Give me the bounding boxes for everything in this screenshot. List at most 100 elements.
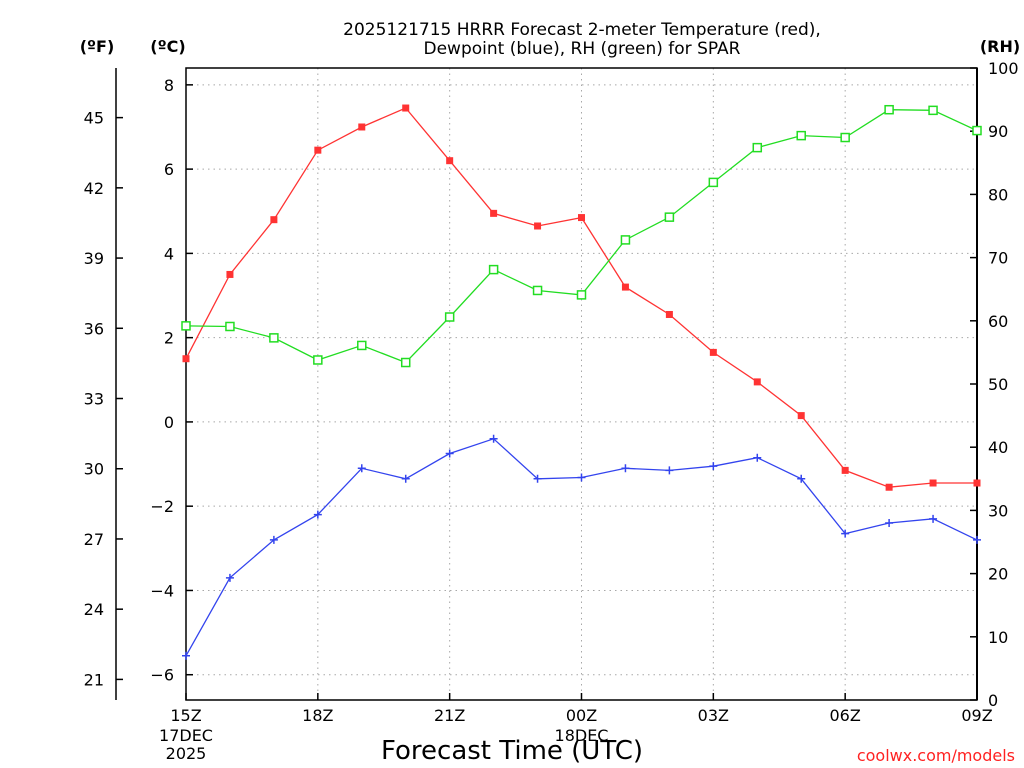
dewpoint-point <box>182 651 190 660</box>
relative-humidity-point <box>928 105 938 116</box>
dewpoint-point <box>709 462 718 471</box>
dewpoint-point <box>533 474 542 483</box>
dewpoint-point <box>445 449 454 458</box>
fahrenheit-tick-label: 39 <box>84 249 104 268</box>
rh-tick-label: 0 <box>988 691 998 710</box>
x-tick-date: 17DEC <box>159 726 213 745</box>
dewpoint-point <box>621 464 630 473</box>
dewpoint-point <box>489 434 498 443</box>
relative-humidity-point <box>400 357 411 368</box>
relative-humidity-point <box>840 132 850 143</box>
rh-tick-label: 10 <box>988 628 1008 647</box>
dewpoint-point <box>225 573 234 582</box>
x-tick-year: 2025 <box>166 744 207 763</box>
fahrenheit-tick-label: 36 <box>84 319 104 338</box>
fahrenheit-tick-label: 24 <box>84 600 104 619</box>
celsius-tick-label: −2 <box>150 497 174 516</box>
x-tick-label: 03Z <box>698 706 729 725</box>
x-tick-date: 18DEC <box>555 726 609 745</box>
relative-humidity-point <box>752 142 763 153</box>
2-meter-temperature-point <box>621 283 629 291</box>
relative-humidity-point <box>576 290 587 300</box>
relative-humidity-point <box>708 177 719 188</box>
dewpoint-point <box>269 535 278 544</box>
2-meter-temperature-point <box>578 214 585 222</box>
fahrenheit-tick-label: 33 <box>84 390 104 409</box>
2-meter-temperature-point <box>841 466 849 474</box>
relative-humidity-point <box>664 212 675 222</box>
rh-tick-label: 70 <box>988 249 1008 268</box>
dewpoint-point <box>357 464 366 473</box>
2-meter-temperature-point <box>402 104 410 112</box>
fahrenheit-tick-label: 27 <box>84 530 104 549</box>
rh-tick-label: 40 <box>988 438 1008 457</box>
relative-humidity-point <box>972 125 982 136</box>
credit-text: coolwx.com/models <box>857 746 1015 765</box>
2-meter-temperature-point <box>973 479 981 487</box>
rh-tick-label: 100 <box>988 59 1019 78</box>
celsius-tick-label: 8 <box>164 76 174 95</box>
dewpoint-point <box>753 453 762 462</box>
x-tick-label: 21Z <box>434 706 465 725</box>
2-meter-temperature-point <box>446 157 454 165</box>
2-meter-temperature-point <box>226 270 234 278</box>
rh-tick-label: 60 <box>988 312 1008 331</box>
rh-axis-unit: (RH) <box>980 37 1020 56</box>
celsius-axis-unit: (ºC) <box>150 37 185 56</box>
celsius-tick-label: 6 <box>164 160 174 179</box>
celsius-tick-label: 2 <box>164 329 174 348</box>
rh-tick-label: 80 <box>988 185 1008 204</box>
2-meter-temperature-point <box>182 355 190 363</box>
x-tick-label: 18Z <box>302 706 333 725</box>
chart-title-line1: 2025121715 HRRR Forecast 2-meter Tempera… <box>343 20 821 40</box>
fahrenheit-axis-unit: (ºF) <box>80 37 115 56</box>
rh-tick-label: 30 <box>988 501 1008 520</box>
fahrenheit-tick-label: 45 <box>84 109 104 128</box>
chart-title-line2: Dewpoint (blue), RH (green) for SPAR <box>424 39 741 59</box>
2-meter-temperature-point <box>534 222 542 230</box>
2-meter-temperature-point <box>490 209 498 217</box>
2-meter-temperature-point <box>665 310 673 318</box>
2-meter-temperature-point <box>885 483 893 491</box>
dewpoint-point <box>401 474 410 483</box>
x-tick-label: 00Z <box>566 706 597 725</box>
dewpoint-point <box>929 514 938 523</box>
dewpoint-point <box>885 519 894 528</box>
relative-humidity-point <box>488 264 499 275</box>
celsius-tick-label: 4 <box>164 244 174 263</box>
relative-humidity-point <box>620 235 631 245</box>
relative-humidity-point <box>269 333 279 343</box>
data-series <box>181 104 982 660</box>
relative-humidity-point <box>225 321 235 332</box>
dewpoint-point <box>973 535 981 544</box>
dewpoint-point <box>313 510 322 519</box>
x-tick-label: 06Z <box>830 706 861 725</box>
dewpoint-point <box>841 529 850 538</box>
dewpoint-point <box>665 466 674 475</box>
x-tick-label: 15Z <box>170 706 201 725</box>
relative-humidity-point <box>796 130 806 141</box>
rh-tick-label: 20 <box>988 565 1008 584</box>
celsius-tick-label: −4 <box>150 581 174 600</box>
relative-humidity-point <box>884 104 894 115</box>
2-meter-temperature-point <box>753 378 761 386</box>
2-meter-temperature-point <box>797 412 805 420</box>
x-axis-label: Forecast Time (UTC) <box>381 736 643 766</box>
relative-humidity-point <box>313 355 323 365</box>
celsius-tick-label: −6 <box>150 666 174 685</box>
2-meter-temperature-point <box>358 123 366 131</box>
dewpoint-point <box>797 474 806 483</box>
fahrenheit-tick-label: 42 <box>84 179 104 198</box>
2-meter-temperature-point <box>929 479 937 487</box>
grid-lines <box>186 68 977 700</box>
dewpoint-point <box>577 473 586 482</box>
fahrenheit-tick-label: 30 <box>84 460 104 479</box>
fahrenheit-tick-label: 21 <box>84 670 104 689</box>
2-meter-temperature-point <box>314 146 322 154</box>
celsius-tick-label: 0 <box>164 413 174 432</box>
relative-humidity-point <box>181 321 191 331</box>
2-meter-temperature-point <box>709 348 717 356</box>
rh-tick-label: 90 <box>988 122 1008 141</box>
